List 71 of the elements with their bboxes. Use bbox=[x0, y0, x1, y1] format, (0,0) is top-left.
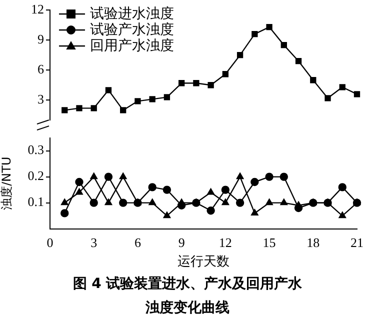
legend-label: 试验产水浊度 bbox=[90, 22, 174, 38]
point bbox=[90, 172, 98, 180]
point bbox=[250, 178, 259, 186]
point bbox=[105, 87, 112, 94]
legend-label: 试验进水浊度 bbox=[90, 6, 174, 22]
y-axis-title: 浊度/NTU bbox=[0, 156, 14, 210]
y-tick-label: 12 bbox=[31, 1, 44, 16]
point bbox=[163, 212, 171, 218]
point bbox=[104, 198, 112, 206]
point bbox=[251, 209, 258, 216]
point bbox=[207, 188, 214, 195]
point bbox=[252, 30, 258, 38]
point bbox=[134, 98, 141, 104]
point bbox=[76, 188, 83, 195]
y-tick-label: 6 bbox=[38, 62, 44, 77]
point bbox=[177, 201, 186, 210]
y-tick-label: 9 bbox=[38, 31, 44, 46]
point bbox=[236, 198, 244, 207]
point bbox=[338, 212, 346, 218]
point bbox=[310, 77, 316, 84]
point bbox=[280, 172, 288, 181]
x-tick-label: 3 bbox=[90, 235, 98, 250]
point bbox=[338, 183, 346, 192]
x-tick-label: 0 bbox=[46, 235, 54, 250]
x-tick-label: 6 bbox=[134, 235, 142, 250]
point bbox=[236, 52, 244, 58]
x-tick-label: 9 bbox=[178, 235, 185, 250]
text: 图 4 试验装置进水、产水及回用产水浊度变化曲线 bbox=[72, 275, 304, 318]
point bbox=[208, 82, 214, 88]
x-tick-label: 12 bbox=[218, 235, 232, 250]
point bbox=[265, 172, 274, 181]
point bbox=[148, 198, 156, 206]
point bbox=[62, 107, 68, 114]
point bbox=[76, 105, 82, 112]
y-tick-label: 0.2 bbox=[28, 168, 44, 184]
point bbox=[236, 172, 244, 180]
point bbox=[148, 183, 156, 192]
y-tick-label: 0.3 bbox=[28, 142, 44, 158]
point bbox=[222, 198, 230, 206]
point bbox=[193, 80, 200, 86]
x-tick-label: 21 bbox=[350, 235, 364, 250]
point bbox=[280, 42, 287, 48]
point bbox=[119, 172, 127, 180]
point bbox=[280, 198, 288, 206]
point bbox=[222, 71, 229, 78]
point bbox=[120, 107, 126, 114]
point bbox=[90, 105, 97, 112]
point bbox=[164, 94, 170, 100]
point bbox=[60, 209, 69, 218]
y-tick-label: 3 bbox=[38, 92, 44, 107]
x-tick-label: 15 bbox=[262, 235, 276, 250]
point bbox=[221, 186, 230, 194]
x-axis-title: 运行天数 bbox=[178, 254, 230, 270]
point bbox=[90, 198, 98, 207]
point bbox=[118, 198, 128, 207]
point bbox=[266, 198, 273, 206]
point bbox=[162, 186, 172, 194]
point bbox=[60, 198, 68, 206]
point bbox=[266, 24, 272, 30]
point bbox=[354, 91, 360, 98]
point bbox=[104, 172, 113, 181]
point bbox=[75, 178, 84, 186]
legend-label: 回用产水浊度 bbox=[90, 38, 174, 54]
point bbox=[295, 58, 302, 64]
point bbox=[178, 80, 185, 86]
x-tick-label: 18 bbox=[306, 235, 320, 250]
point bbox=[324, 95, 331, 102]
point bbox=[206, 206, 215, 215]
point bbox=[339, 84, 346, 90]
point bbox=[149, 96, 156, 102]
y-tick-label: 0.1 bbox=[28, 194, 44, 210]
